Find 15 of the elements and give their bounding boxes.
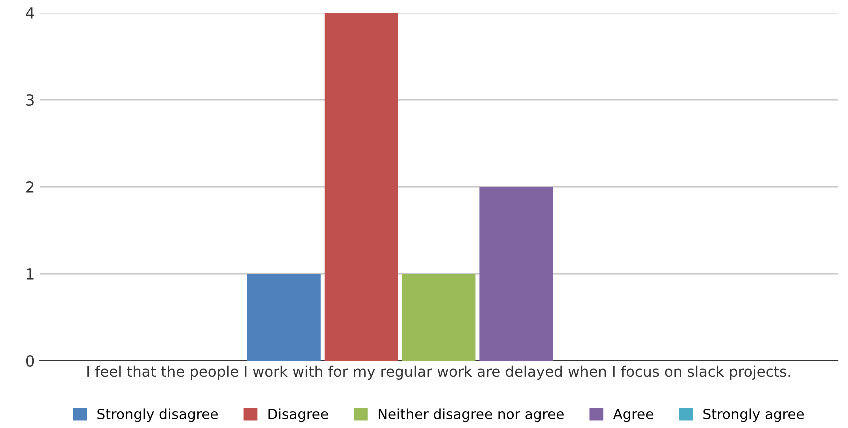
x-tick-label: I feel that the people I work with for my regular work are delayed when I focus on slack projects. [88,366,790,380]
y-tick-label: 0 [26,355,34,368]
legend-label: Neither disagree nor agree [378,408,564,422]
legend-label: Disagree [268,408,328,422]
y-tick-label: 2 [26,181,34,193]
legend-label: Agree [613,409,654,422]
legend-label: Strongly agree [704,408,804,422]
y-tick-label: 4 [26,8,34,19]
bar [480,187,554,361]
bar [402,274,476,361]
legend-label: Strongly disagree [98,408,218,422]
bar [247,274,321,361]
bar [324,13,398,361]
y-tick-label: 1 [27,268,34,280]
y-tick-label: 3 [26,94,34,106]
